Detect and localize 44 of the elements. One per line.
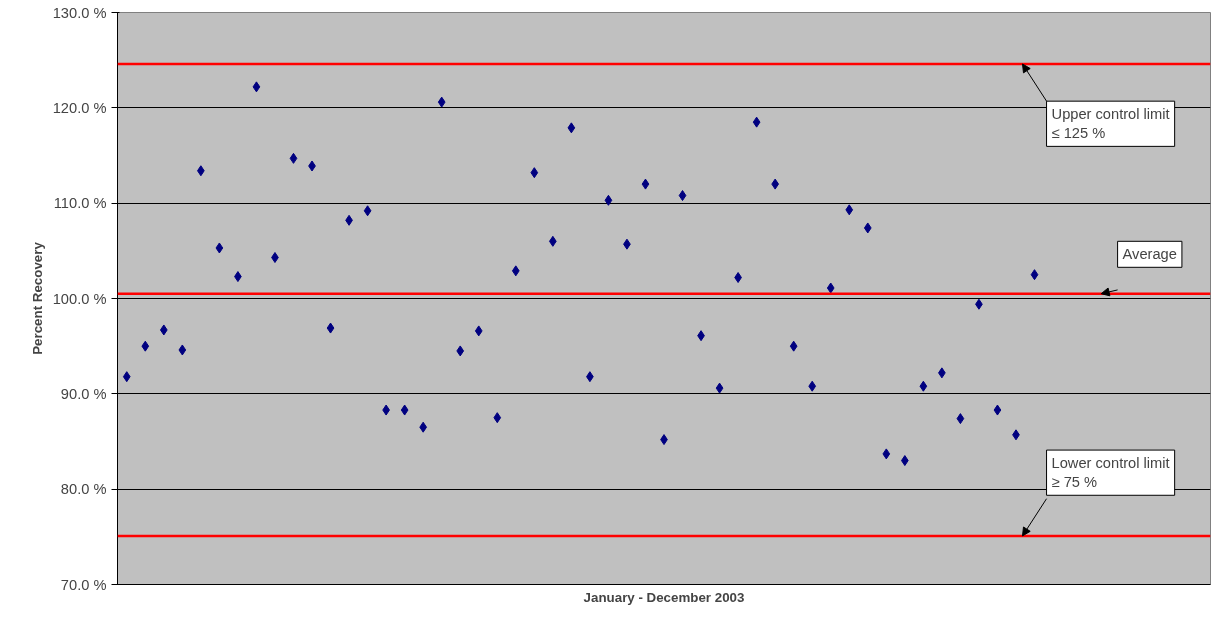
point: [678, 190, 687, 202]
point: [826, 282, 835, 294]
y-tick-label: 100.0 %: [52, 290, 107, 307]
point: [252, 81, 261, 93]
y-tick-label: 70.0 %: [60, 576, 107, 593]
point: [641, 178, 650, 190]
point: [1030, 269, 1039, 281]
point: [567, 122, 576, 134]
point: [437, 96, 446, 108]
point: [604, 194, 613, 206]
y-axis-title: Percent Recovery: [29, 241, 45, 355]
ref-line-label: Upper control limit ≤ 125 %: [1051, 106, 1170, 142]
point: [808, 380, 817, 392]
point: [474, 325, 483, 337]
point: [326, 322, 335, 334]
x-axis-title: January - December 2003: [583, 589, 745, 605]
point: [289, 152, 298, 164]
point: [363, 205, 372, 217]
point: [715, 382, 724, 394]
point: [178, 344, 187, 356]
point: [511, 265, 520, 277]
point: [752, 116, 761, 128]
point: [159, 324, 168, 336]
y-tick-label: 120.0 %: [52, 99, 107, 116]
point: [993, 404, 1002, 416]
point: [530, 167, 539, 179]
point: [122, 371, 131, 383]
y-tick-label: 80.0 %: [60, 481, 107, 498]
point: [845, 204, 854, 216]
point: [400, 404, 409, 416]
point: [141, 340, 150, 352]
point: [493, 412, 502, 424]
ref-line-label: Average: [1122, 246, 1177, 263]
point: [919, 380, 928, 392]
ref-line-label: Lower control limit ≥ 75 %: [1051, 455, 1170, 491]
point: [863, 222, 872, 234]
y-tick-label: 130.0 %: [52, 4, 107, 21]
point: [215, 242, 224, 254]
y-tick-label: 110.0 %: [53, 195, 107, 212]
y-tick-label: 90.0 %: [60, 385, 107, 402]
point: [456, 345, 465, 357]
point: [789, 340, 798, 352]
point: [882, 448, 891, 460]
point: [956, 413, 965, 425]
